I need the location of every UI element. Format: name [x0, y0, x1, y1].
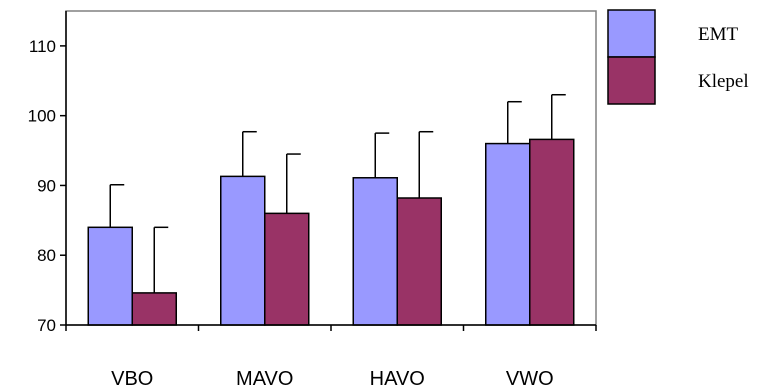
y-tick-label: 80: [37, 246, 56, 265]
bar-emt-vbo: [87, 226, 133, 326]
axes-group: [65, 11, 597, 331]
category-label-havo: HAVO: [370, 368, 425, 390]
category-label-vbo: VBO: [111, 368, 153, 390]
y-tick-label: 90: [37, 176, 56, 195]
category-label-mavo: MAVO: [236, 368, 293, 390]
bar-klepel-vbo: [131, 292, 177, 326]
y-ticks-group: 70 80 90 100 110: [28, 37, 66, 335]
category-labels-group: VBO MAVO HAVO VWO: [111, 368, 554, 390]
bar-klepel-vwo: [529, 138, 575, 326]
legend-label-emt: EMT: [698, 24, 739, 45]
category-label-vwo: VWO: [506, 368, 554, 390]
legend: EMT Klepel: [607, 9, 749, 105]
bar-emt-vwo: [485, 142, 531, 326]
legend-label-klepel: Klepel: [698, 71, 749, 92]
bar-klepel-mavo: [264, 212, 310, 326]
y-tick-label: 100: [28, 107, 56, 126]
bar-emt-mavo: [220, 175, 266, 326]
error-bars-group: [109, 93, 566, 293]
bar-klepel-havo: [396, 197, 442, 326]
legend-swatch-klepel: [607, 56, 656, 105]
y-tick-label: 70: [37, 316, 56, 335]
y-tick-label: 110: [29, 37, 56, 56]
legend-swatch-emt: [607, 9, 656, 58]
bar-emt-havo: [352, 177, 398, 326]
bars-group: [87, 138, 575, 326]
